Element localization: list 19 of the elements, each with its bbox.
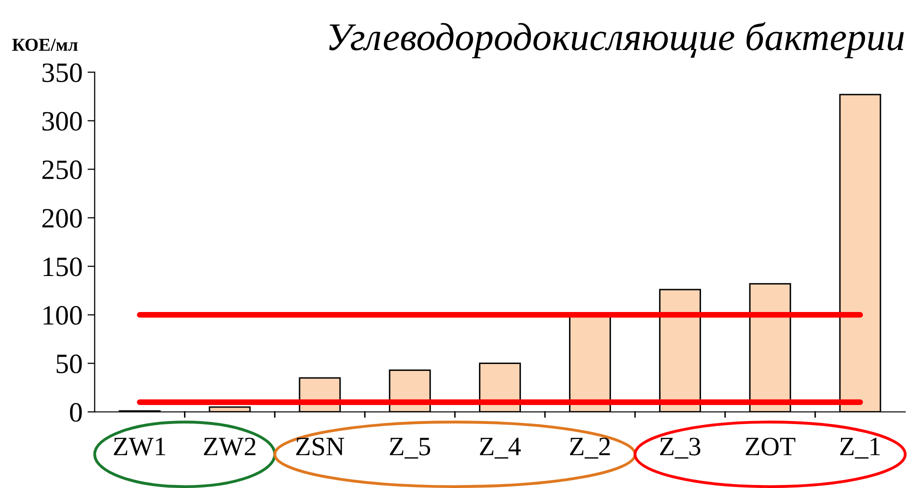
x-tick-label: Z_5 [390, 438, 430, 459]
x-tick-label: Z_3 [660, 438, 700, 459]
y-tick-label: 150 [44, 257, 82, 276]
x-tick-label: ZW2 [204, 438, 256, 456]
x-tick-label: Z_1 [840, 438, 880, 459]
x-tick-label: Z_4 [480, 438, 521, 459]
y-tick-label: 0 [70, 403, 82, 422]
chart-title: Углеводородокисляющие бактерии [329, 22, 904, 58]
y-tick-label: 250 [42, 160, 82, 180]
y-tick-label: 200 [42, 208, 82, 228]
x-tick-label: ZW1 [114, 438, 166, 456]
x-tick-label: Z_2 [570, 438, 610, 459]
x-tick-label: ZOT [746, 438, 796, 456]
y-tick-label: 50 [56, 354, 82, 374]
x-tick-label: ZSN [296, 438, 344, 456]
y-tick-label: 300 [42, 112, 82, 131]
y-tick-label: 100 [44, 306, 82, 325]
y-tick-label: 350 [42, 63, 82, 82]
y-axis-title: КОЕ/мл [12, 38, 78, 51]
